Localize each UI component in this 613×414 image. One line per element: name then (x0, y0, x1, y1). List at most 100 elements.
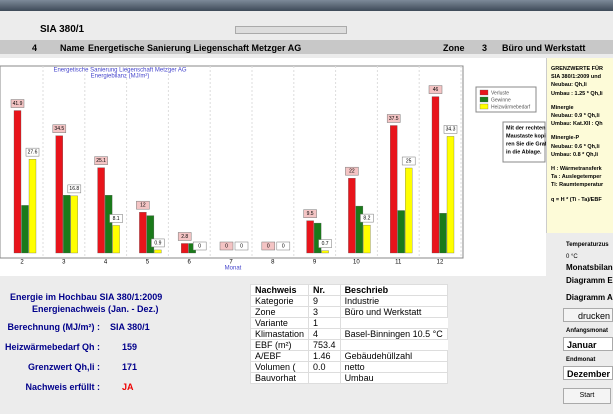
label: Temperaturzus (566, 242, 609, 248)
x-tick-label: 11 (395, 260, 402, 266)
value-label: 0 (240, 243, 243, 249)
table-row: Volumen (0.0 netto (249, 361, 448, 373)
summary-title: Energie im Hochbau SIA 380/1:2009 (10, 292, 163, 302)
bar (139, 212, 147, 254)
bar (70, 195, 78, 254)
x-tick-label: 12 (437, 260, 444, 266)
table-row: Kategorie 9 Industrie (249, 295, 448, 307)
zone-name: Büro und Werkstatt (502, 43, 586, 53)
bar (97, 167, 105, 254)
summary-value: 171 (122, 362, 138, 372)
x-tick-label: 6 (188, 260, 192, 266)
value-label-box (192, 241, 207, 251)
button[interactable]: Start (563, 388, 611, 404)
note-box (502, 121, 546, 163)
table-cell: Variante (249, 317, 310, 329)
legend-label: Heizwärmebedarf (491, 104, 531, 110)
chart-subtitle: Energiebilanz (MJ/m²) (91, 74, 150, 80)
table-cell: Gebäudehüllzahl (339, 350, 448, 362)
number: 4 (32, 43, 38, 53)
value-label: 8.1 (113, 216, 120, 222)
bar (431, 96, 440, 254)
title-bar (0, 0, 613, 11)
select[interactable]: Dezember (563, 366, 613, 380)
limit-text: Minergie (551, 104, 574, 111)
x-tick-label: 8 (271, 260, 275, 266)
table-cell: netto (339, 361, 448, 373)
table-cell: 3 (308, 306, 341, 318)
limit-text: Umbau: Kat.XII : Qh (551, 121, 603, 128)
name-label: Name (60, 43, 85, 53)
value-label: 22 (349, 169, 355, 175)
x-tick-label: 2 (20, 260, 24, 266)
chart-bg (0, 58, 546, 276)
table-cell: Beschrieb (339, 284, 448, 296)
chart-title: Energetische Sanierung Liegenschaft Metz… (53, 68, 186, 74)
limit-text: q = H * (Ti - Ta)/EBF (551, 196, 602, 203)
table-cell: Kategorie (249, 295, 310, 307)
value-label-box (219, 241, 234, 251)
table-cell: 0.0 (308, 361, 341, 373)
value-label: 0.7 (322, 241, 329, 247)
note: in die Ablage. (506, 149, 542, 155)
table-cell: Umbau (339, 372, 448, 384)
radio[interactable]: Diagramm A (566, 293, 613, 302)
x-tick-label: 7 (229, 260, 233, 266)
note: ren Sie die Grafik (506, 141, 546, 147)
table-cell (308, 372, 341, 384)
value-label: 16.8 (69, 186, 79, 192)
table-cell: 1.46 (308, 350, 341, 362)
header-bar (0, 40, 613, 54)
summary-value: 159 (122, 342, 138, 352)
value-label: 0 (225, 243, 228, 249)
value-label-box (303, 209, 317, 218)
select[interactable]: Januar (563, 337, 613, 351)
zone-nr: 3 (482, 43, 488, 53)
x-tick-label: 5 (146, 260, 150, 266)
bar (390, 125, 398, 254)
legend-swatch (479, 96, 489, 103)
value-label-box (109, 214, 123, 223)
value-label: 41.9 (13, 101, 23, 107)
x-tick-label: 4 (104, 260, 108, 266)
limit-text: Ta : Auslegetemper (551, 174, 602, 181)
limit-text: Umbau : 1.25 * Qh,li (551, 90, 603, 97)
bar (104, 195, 113, 254)
value-label: 27.6 (28, 149, 38, 155)
table-row: EBF (m²) 753.4 (249, 339, 448, 351)
legend-swatch (479, 103, 489, 110)
value-label: 34.3 (446, 127, 456, 133)
bar (363, 224, 371, 254)
program: SIA 380/1 (40, 24, 85, 35)
progress (235, 26, 347, 34)
bar (405, 167, 413, 254)
value-label: 2.8 (181, 234, 188, 240)
button[interactable]: drucken (563, 308, 613, 322)
limit-text: H : Wärmetransferk (551, 166, 602, 172)
bar (21, 205, 29, 254)
value-label-box (386, 114, 401, 123)
bar (397, 210, 405, 254)
label: Anfangsmonat (566, 328, 608, 334)
bar (154, 249, 162, 254)
table-cell: A/EBF (249, 350, 310, 362)
table-cell: 9 (308, 295, 341, 307)
table-row: Zone 3 Büro und Werkstatt (249, 306, 448, 318)
value-label: 25 (406, 158, 412, 164)
table-row: A/EBF 1.46 Gebäudehüllzahl (249, 350, 448, 362)
x-axis-title: Monat (225, 266, 242, 272)
value-label: 25.1 (96, 158, 106, 164)
table-row: Variante 1 (249, 317, 448, 329)
radio[interactable]: Diagramm E (566, 276, 613, 285)
summary-subtitle: Energienachweis (Jan. - Dez.) (32, 304, 159, 314)
table-cell: Basel-Binningen 10.5 °C (339, 328, 448, 340)
value-label: 8.2 (363, 215, 370, 221)
table-cell: Büro und Werkstatt (339, 306, 448, 318)
value-label-box (443, 125, 458, 134)
note: Mit der rechten (506, 125, 546, 131)
limit-text: Neubau: 0.9 * Qh,li (551, 113, 600, 119)
table-cell: 1 (308, 317, 341, 329)
summary-value: SIA 380/1 (110, 322, 150, 332)
value-label-box (151, 238, 165, 248)
value-label-box (177, 232, 192, 241)
